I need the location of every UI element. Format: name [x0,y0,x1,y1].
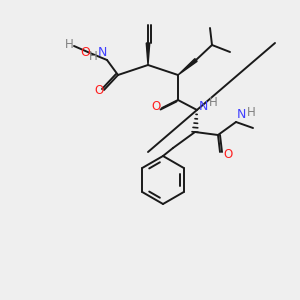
Text: H: H [64,38,74,50]
Text: H: H [208,95,217,109]
Text: O: O [224,148,232,161]
Text: H: H [88,50,98,62]
Text: N: N [236,109,246,122]
Text: N: N [198,100,208,112]
Text: O: O [94,83,103,97]
Polygon shape [146,43,150,65]
Text: H: H [247,106,255,118]
Text: O: O [80,46,90,59]
Text: N: N [97,46,107,59]
Text: O: O [152,100,160,113]
Polygon shape [178,59,197,75]
